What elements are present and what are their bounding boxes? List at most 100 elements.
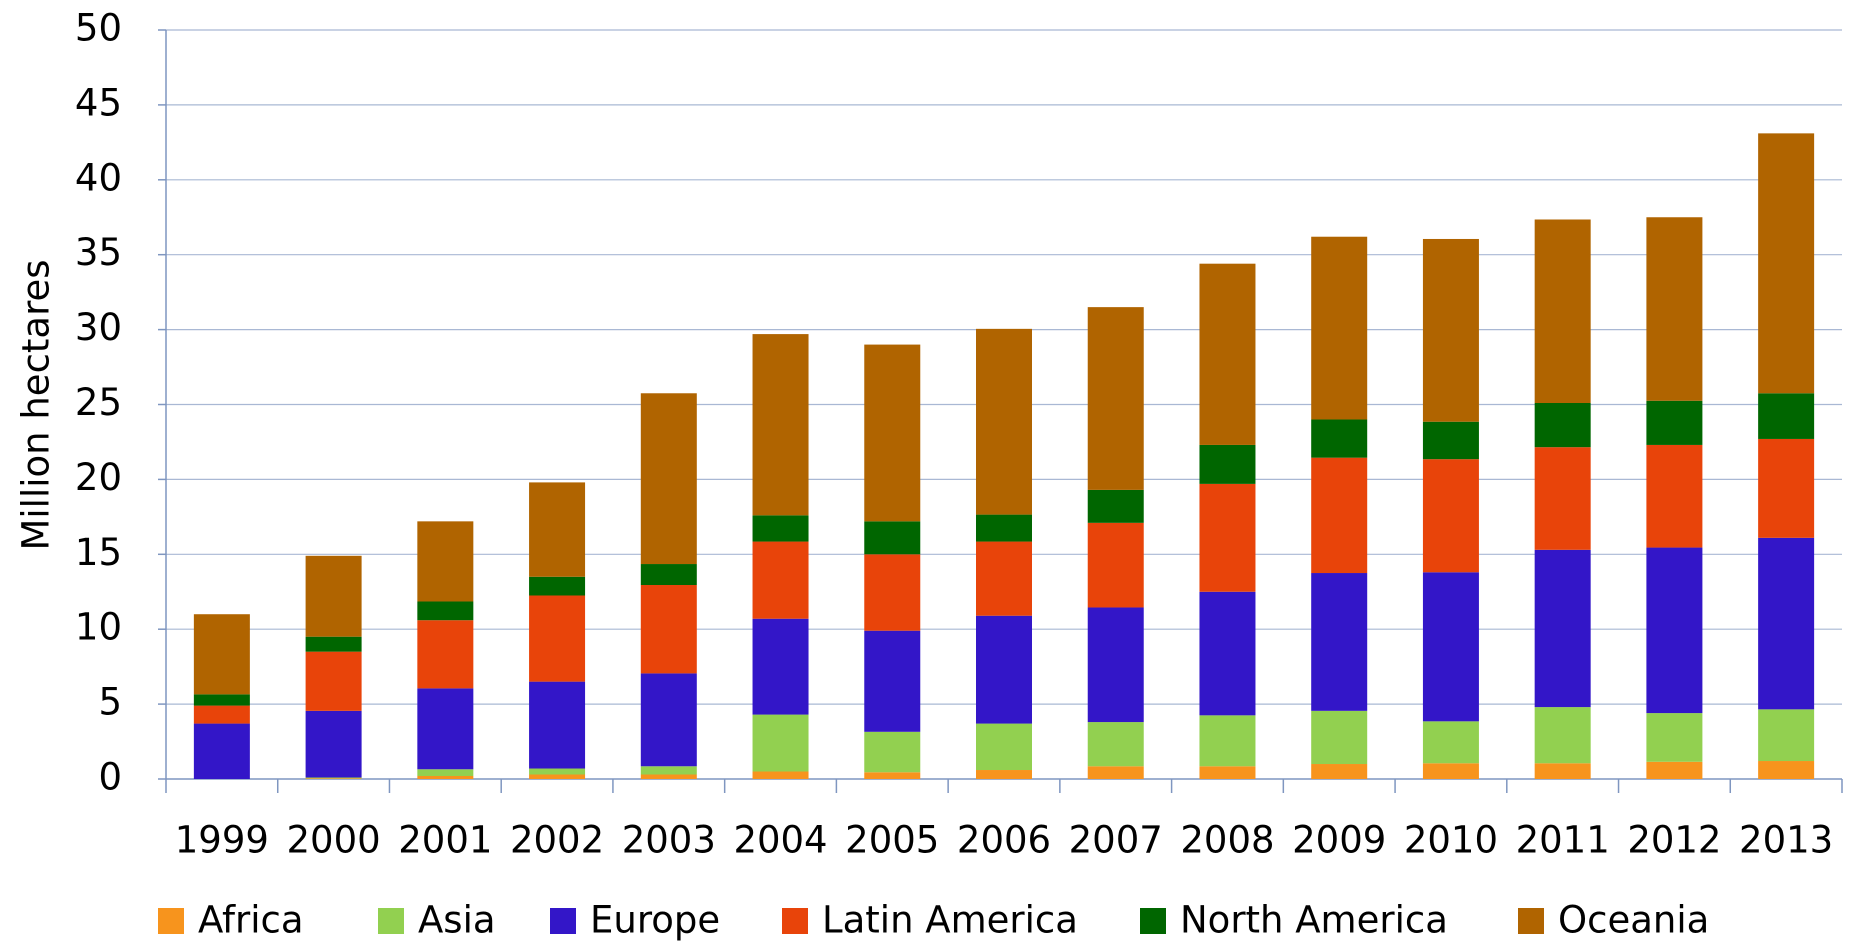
bar-segment [417,688,474,770]
bar-segment [1087,607,1144,723]
bar-segment [1311,236,1368,420]
legend-label: Oceania [1558,899,1709,942]
legend-label: North America [1180,899,1448,942]
bar-segment [1422,721,1479,764]
bar-segment [976,723,1032,771]
bar-segment [1422,459,1479,573]
legend-swatch [1518,908,1544,934]
bar-segment [1646,761,1703,779]
legend-swatch [550,908,576,934]
x-tick-label: 2010 [1404,819,1498,862]
bar-segment [529,768,586,775]
bar-segment [1758,438,1815,538]
bar-segment [305,636,362,652]
bar-segment [1758,133,1815,394]
legend-swatch [158,908,184,934]
bar-segment [193,723,250,779]
bar-segment [417,620,474,689]
legend-swatch [782,908,808,934]
bar-segment [1199,483,1256,592]
bar-segment [1534,219,1591,404]
bar-segment [305,778,362,779]
bar-segment [640,766,697,775]
bar-segment [1199,715,1256,767]
legend-swatch [1140,908,1166,934]
bar-segment [1534,447,1591,550]
bar-segment [1534,763,1591,779]
y-tick-label: 25 [75,381,122,424]
bar-segment [1758,761,1815,779]
x-tick-label: 1999 [175,819,269,862]
bar-segment [752,541,809,619]
bar-segment [417,601,474,621]
bar-segment [640,564,697,586]
bar-segment [976,541,1032,616]
bar-segment [1199,766,1256,779]
bar-segment [1087,722,1144,767]
legend-label: Latin America [822,899,1078,942]
x-tick-label: 2004 [733,819,827,862]
bar-segment [864,772,921,779]
bar-segment [752,515,809,542]
bar-segment [1087,307,1144,490]
bar-segment [1311,573,1368,711]
x-tick-label: 2003 [622,819,716,862]
legend-label: Europe [590,899,720,942]
y-tick-label: 40 [75,156,122,199]
x-tick-label: 2013 [1739,819,1833,862]
bar-segment [305,555,362,637]
legend-label: Asia [418,899,496,942]
bar-segment [305,777,362,779]
bar-segment [193,614,250,695]
bar-segment [529,576,586,596]
bar-segment [417,769,474,777]
bar-segment [1422,763,1479,779]
bar-segment [752,714,809,772]
bar-segment [1646,400,1703,445]
bar-segment [417,776,474,779]
bar-segment [417,521,474,602]
x-tick-label: 2007 [1069,819,1163,862]
bar-segment [1199,591,1256,716]
bar-segment [1087,489,1144,523]
bar-segment [1646,217,1703,401]
bar-segment [1646,444,1703,548]
bar-segment [640,393,697,565]
y-tick-label: 0 [98,756,122,799]
bar-segment [976,328,1032,515]
x-tick-label: 2000 [287,819,381,862]
bar-segment [529,482,586,577]
bar-segment [864,554,921,631]
bar-segment [1199,444,1256,484]
x-tick-label: 2011 [1516,819,1610,862]
y-tick-label: 15 [75,531,122,574]
bar-segment [1199,263,1256,445]
bar-segment [1087,522,1144,608]
x-tick-label: 2008 [1180,819,1274,862]
bar-segment [1311,764,1368,779]
bar-segment [864,521,921,555]
y-tick-label: 45 [75,81,122,124]
bar-segment [864,630,921,732]
x-tick-label: 2005 [845,819,939,862]
bar-segment [1311,419,1368,458]
bar-segment [1422,238,1479,422]
bar-segment [640,585,697,674]
x-tick-label: 2006 [957,819,1051,862]
legend-label: Africa [198,899,304,942]
bar-segment [752,334,809,516]
bar-segment [529,595,586,682]
bar-segment [864,731,921,773]
bar-segment [976,770,1032,779]
bar-segment [640,774,697,779]
bar-segment [752,771,809,779]
bar-segment [1534,403,1591,448]
bar-segment [1646,547,1703,714]
bar-segment [976,615,1032,724]
bar-segment [1534,707,1591,764]
bar-segment [1311,710,1368,765]
y-axis-title: Million hectares [15,259,58,550]
y-tick-label: 35 [75,231,122,274]
legend-swatch [378,908,404,934]
bar-segment [1087,766,1144,779]
